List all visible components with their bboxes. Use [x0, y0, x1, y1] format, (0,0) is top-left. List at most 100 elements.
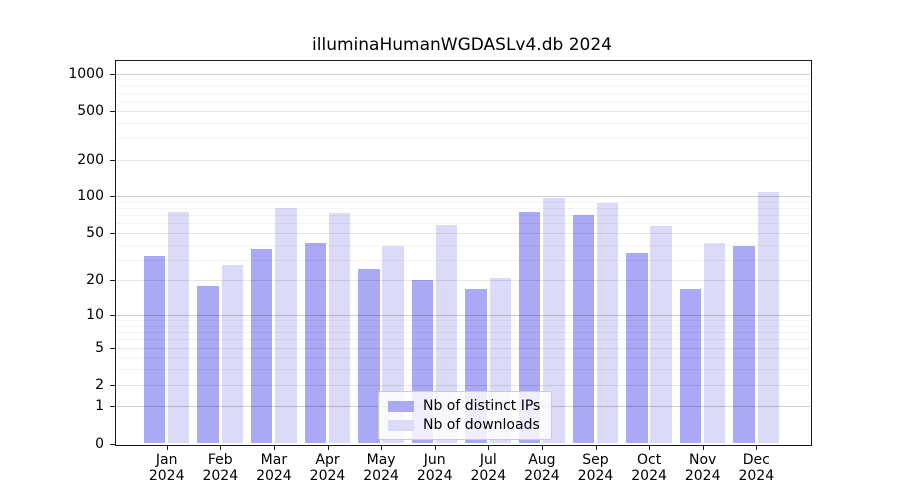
bar-downloads-nov	[703, 243, 726, 444]
gridline-faint-4	[115, 357, 810, 359]
x-axis-label-aug: Aug 2024	[507, 452, 577, 484]
gridline-major-1000	[115, 73, 810, 75]
x-label-month: Nov	[689, 452, 717, 468]
gridline-faint-300	[115, 137, 810, 139]
x-axis-tick-oct	[649, 444, 651, 450]
gridline-faint-30	[115, 259, 810, 261]
y-axis-tick-1	[109, 406, 115, 408]
x-label-year: 2024	[416, 468, 453, 484]
x-label-year: 2024	[631, 468, 667, 484]
x-label-year: 2024	[309, 468, 346, 484]
y-axis-tick-10	[109, 315, 115, 317]
x-axis-tick-feb	[220, 444, 222, 450]
x-label-month: Jul	[479, 452, 497, 468]
x-label-month: Oct	[636, 452, 662, 468]
bar-downloads-mar	[275, 208, 297, 444]
bar-ips-may	[358, 269, 380, 444]
x-label-year: 2024	[577, 468, 614, 484]
legend-label-distinct-ips: Nb of distinct IPs	[423, 398, 541, 414]
y-axis-tick-500	[109, 110, 115, 112]
x-axis-tick-may	[381, 444, 383, 450]
y-axis-tick-0	[109, 443, 115, 445]
gridline-faint-900	[115, 79, 810, 81]
x-label-year: 2024	[684, 468, 721, 484]
x-label-year: 2024	[256, 468, 292, 484]
gridline-major-100	[115, 196, 810, 198]
bar-ips-jan	[143, 256, 166, 444]
x-label-year: 2024	[202, 468, 239, 484]
bar-ips-feb	[197, 285, 219, 444]
x-axis-tick-aug	[541, 444, 543, 450]
y-axis-label-1: 1	[95, 398, 104, 415]
gridline-faint-60	[115, 223, 810, 225]
x-axis-label-jun: Jun 2024	[400, 452, 470, 484]
bar-ips-aug	[518, 212, 541, 444]
x-label-month: Aug	[528, 452, 556, 468]
chart-title: illuminaHumanWGDASLv4.db 2024	[312, 35, 612, 55]
x-label-year: 2024	[363, 468, 399, 484]
legend-item-downloads: Nb of downloads	[388, 417, 540, 433]
x-axis-label-may: May 2024	[346, 452, 416, 484]
y-axis-label-1000: 1000	[68, 65, 104, 82]
x-axis-tick-apr	[327, 444, 329, 450]
gridline-faint-40	[115, 244, 810, 246]
y-axis-label-200: 200	[77, 151, 104, 168]
gridline-faint-600	[115, 100, 810, 102]
x-axis-tick-jun	[434, 444, 436, 450]
gridline-faint-90	[115, 201, 810, 203]
legend-label-downloads: Nb of downloads	[423, 417, 540, 433]
y-axis-label-10: 10	[86, 307, 104, 324]
gridline-faint-800	[115, 85, 810, 87]
legend: Nb of distinct IPs Nb of downloads	[378, 391, 553, 440]
legend-swatch-distinct-ips	[388, 400, 414, 412]
gridline-faint-8	[115, 325, 810, 327]
gridline-faint-700	[115, 92, 810, 94]
bar-downloads-jan	[167, 211, 190, 444]
gridline-minor-500	[115, 110, 810, 112]
bar-downloads-aug	[543, 197, 565, 444]
gridline-faint-6	[115, 339, 810, 341]
gridline-faint-9	[115, 320, 810, 322]
bar-ips-sep	[572, 215, 594, 444]
legend-swatch-downloads	[388, 419, 414, 431]
bar-ips-oct	[626, 253, 648, 444]
x-label-month: Jun	[423, 452, 446, 468]
gridline-minor-2	[115, 384, 810, 386]
gridline-faint-80	[115, 208, 810, 210]
x-label-year: 2024	[148, 468, 185, 484]
bar-downloads-sep	[596, 203, 619, 444]
x-axis-tick-jan	[166, 444, 168, 450]
bar-ips-mar	[250, 248, 273, 444]
x-label-month: Mar	[260, 452, 288, 468]
gridline-minor-5	[115, 347, 810, 349]
x-label-month: Dec	[742, 452, 770, 468]
x-axis-label-apr: Apr 2024	[293, 452, 363, 484]
x-axis-label-feb: Feb 2024	[185, 452, 255, 484]
bar-downloads-dec	[757, 192, 779, 444]
x-label-year: 2024	[524, 468, 560, 484]
x-label-month: Jan	[155, 452, 178, 468]
y-axis-label-500: 500	[77, 102, 104, 119]
y-axis-label-2: 2	[95, 376, 104, 393]
bar-downloads-jun	[435, 225, 458, 444]
gridline-minor-200	[115, 159, 810, 161]
y-axis-label-20: 20	[86, 272, 104, 289]
y-axis-tick-2	[109, 384, 115, 386]
x-axis-tick-dec	[756, 444, 758, 450]
x-axis-tick-nov	[702, 444, 704, 450]
gridline-faint-3	[115, 369, 810, 371]
x-label-month: Sep	[582, 452, 609, 468]
bar-downloads-apr	[328, 213, 351, 444]
x-axis-tick-jul	[488, 444, 490, 450]
bar-ips-apr	[304, 243, 326, 444]
gridline-faint-400	[115, 122, 810, 124]
gridline-minor-20	[115, 280, 810, 282]
bar-downloads-feb	[221, 265, 243, 444]
bar-ips-dec	[733, 245, 755, 444]
bar-downloads-oct	[650, 226, 672, 444]
legend-item-distinct-ips: Nb of distinct IPs	[388, 398, 540, 414]
x-axis-label-sep: Sep 2024	[561, 452, 631, 484]
x-label-month: Apr	[315, 452, 340, 468]
y-axis-label-50: 50	[86, 224, 104, 241]
bar-ips-nov	[679, 288, 702, 444]
